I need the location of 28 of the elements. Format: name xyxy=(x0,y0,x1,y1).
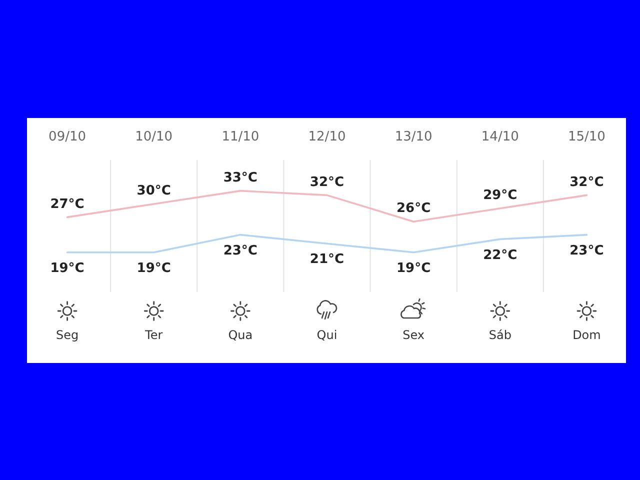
text: Dom xyxy=(572,328,601,342)
text: Sáb xyxy=(488,328,512,342)
x-tick-label: 13/10 xyxy=(394,130,432,145)
x-tick-label: 12/10 xyxy=(308,130,346,145)
data-label: 32°C xyxy=(310,174,344,190)
text: Ter xyxy=(144,328,163,342)
data-label: 26°C xyxy=(396,201,431,216)
x-tick-label: 09/10 xyxy=(48,130,86,145)
data-label: 30°C xyxy=(136,184,171,199)
data-label: 29°C xyxy=(483,188,518,203)
data-label: 27°C xyxy=(50,196,84,212)
data-label: 33°C xyxy=(223,170,258,186)
data-label: 22°C xyxy=(483,248,518,263)
data-label: 21°C xyxy=(310,252,344,268)
text: Sex xyxy=(402,328,425,342)
data-label: 19°C xyxy=(50,260,84,276)
text: Seg xyxy=(56,328,79,342)
data-label: 19°C xyxy=(136,260,171,276)
x-tick-label: 10/10 xyxy=(135,130,173,145)
x-tick-label: 11/10 xyxy=(222,130,260,145)
data-label: 32°C xyxy=(570,174,604,190)
data-label: 19°C xyxy=(396,260,431,276)
x-tick-label: 15/10 xyxy=(568,130,606,145)
text: Qua xyxy=(228,328,253,342)
data-label: 23°C xyxy=(570,243,604,258)
text: Qui xyxy=(316,328,338,342)
x-tick-label: 14/10 xyxy=(481,130,519,145)
data-label: 23°C xyxy=(223,243,258,258)
